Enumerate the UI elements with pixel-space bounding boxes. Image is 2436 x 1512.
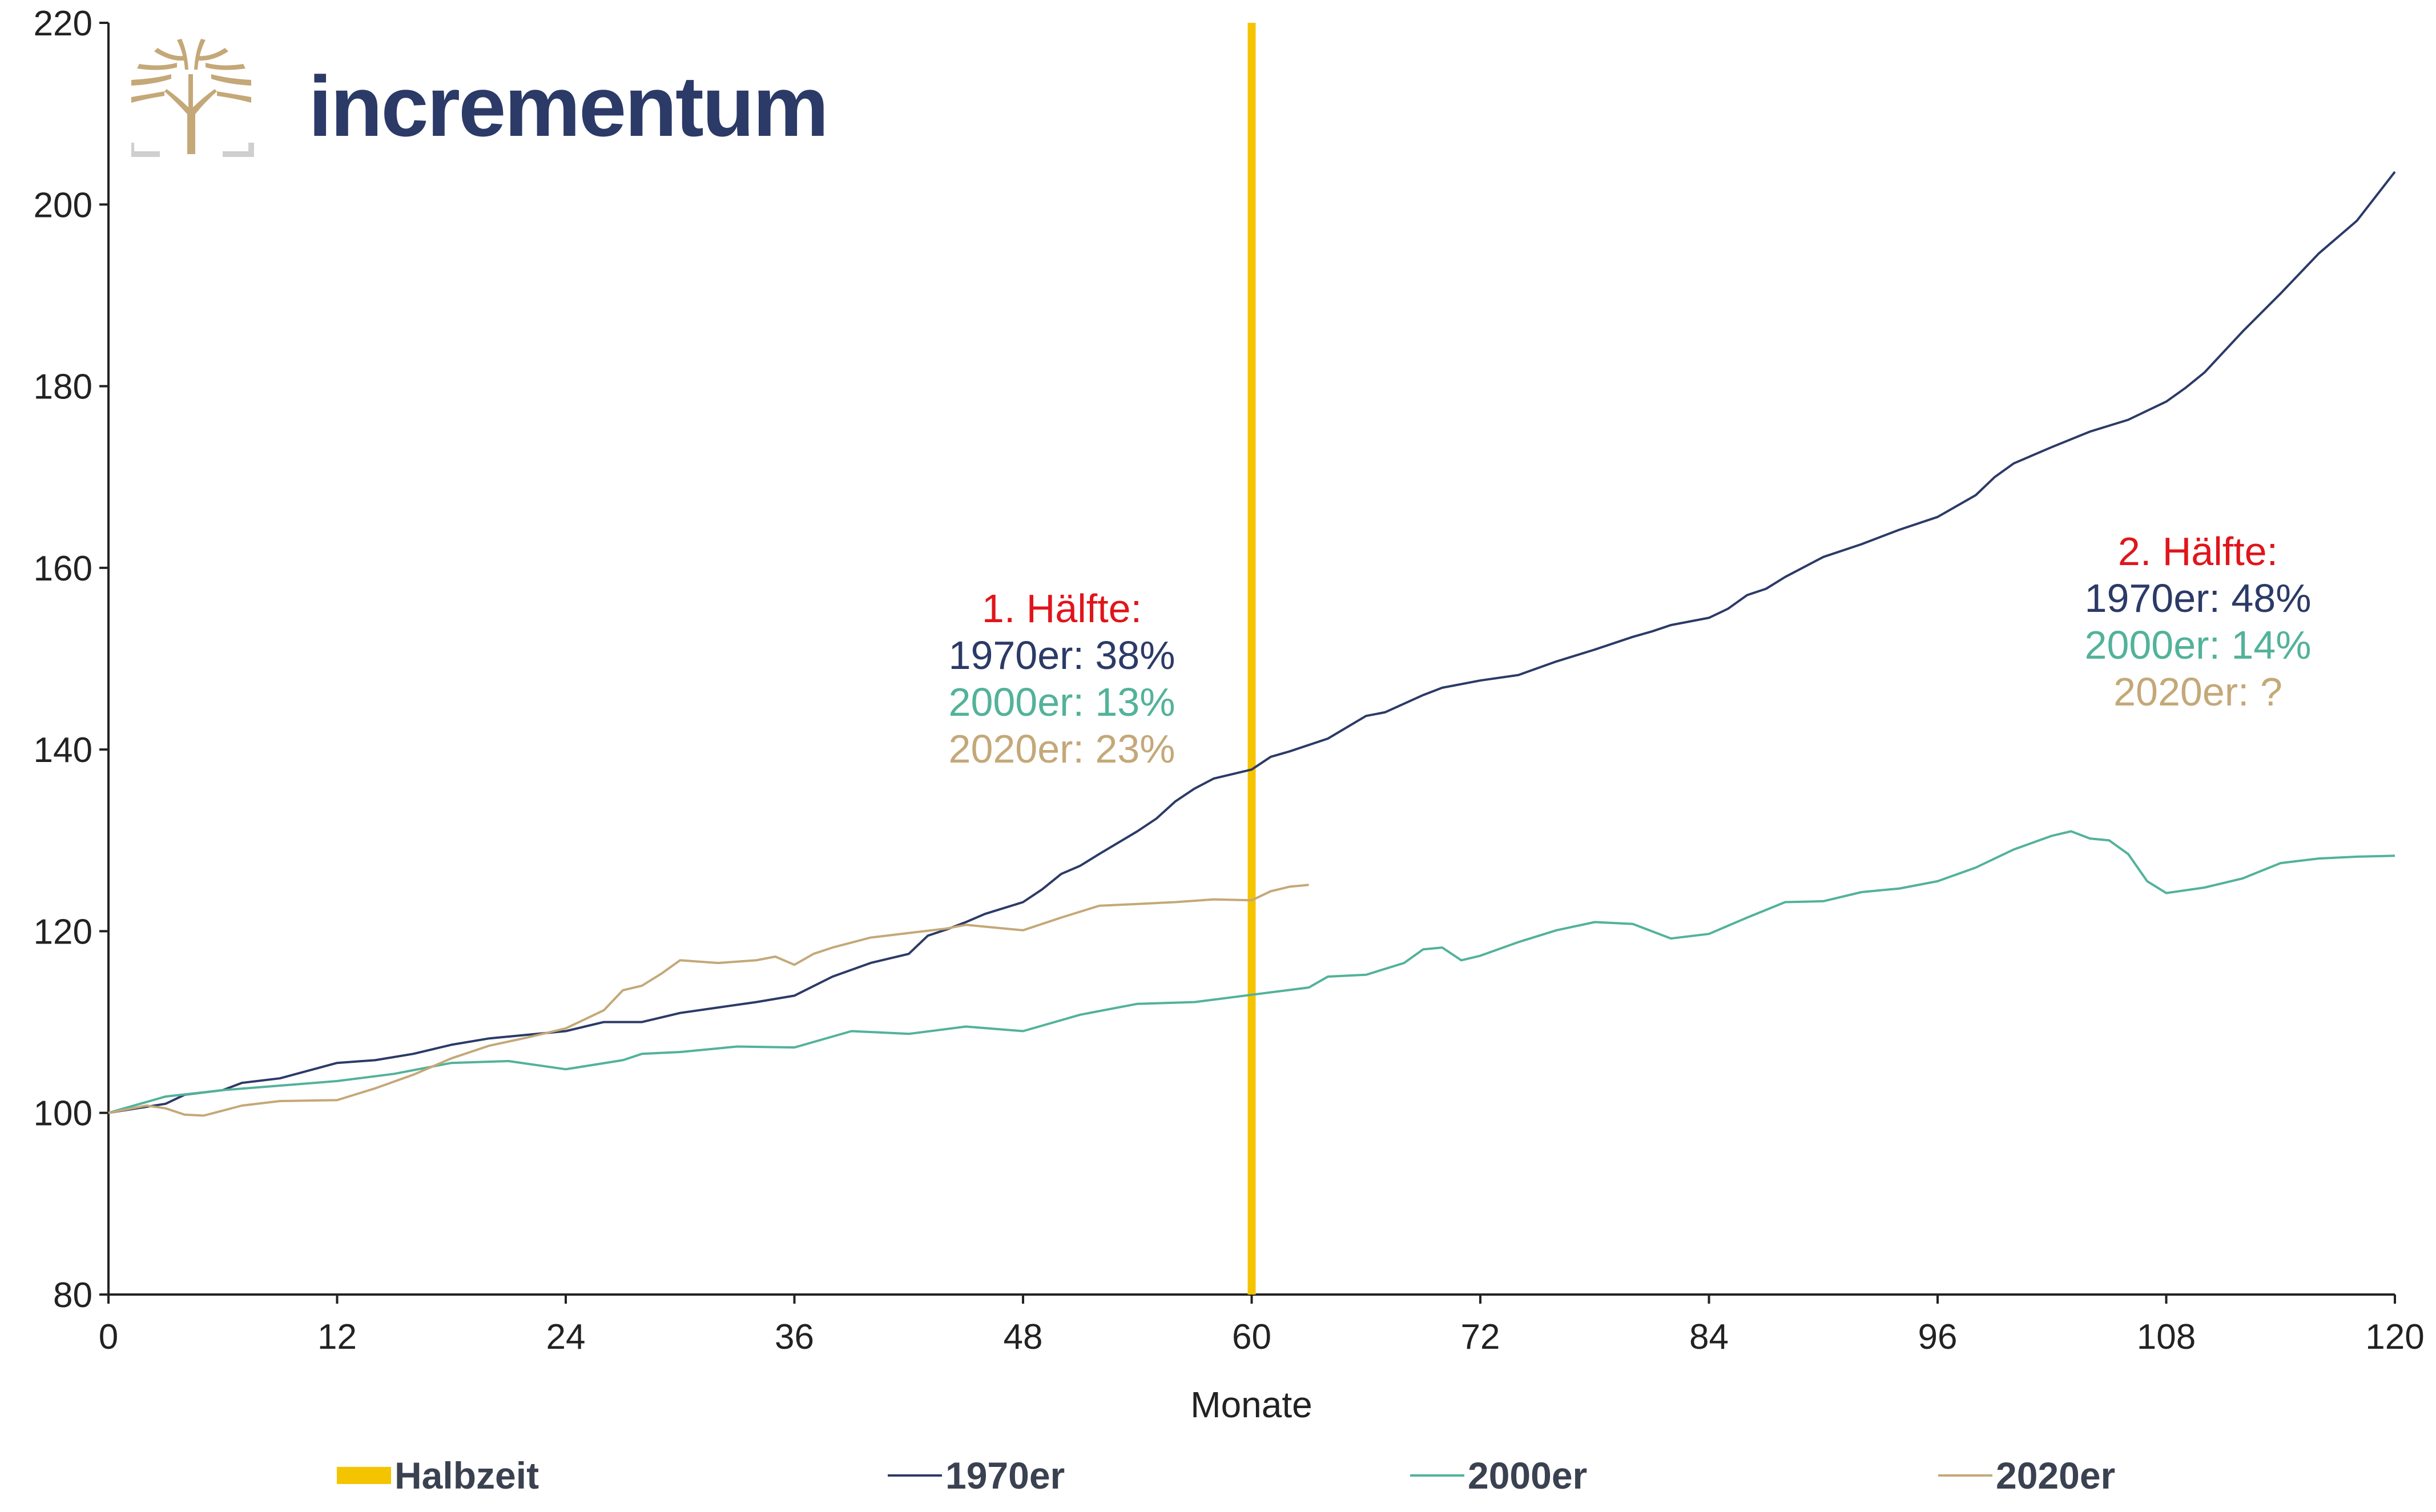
y-tick-label: 200 xyxy=(34,186,92,225)
y-tick-label: 220 xyxy=(34,4,92,43)
y-tick-label: 160 xyxy=(34,549,92,588)
x-tick-label: 12 xyxy=(317,1317,357,1357)
annotation-second-1970: 1970er: 48% xyxy=(2084,576,2312,620)
x-tick-label: 120 xyxy=(2365,1317,2424,1357)
legend-label-1970er: 1970er xyxy=(945,1454,1065,1497)
series-line-1970er xyxy=(108,171,2396,1114)
legend-item-2000er: 2000er xyxy=(1410,1447,1587,1504)
annotation-first-heading: 1. Hälfte: xyxy=(981,586,1142,631)
legend-swatch-halbzeit xyxy=(337,1467,391,1484)
x-tick-label: 48 xyxy=(1004,1317,1043,1357)
annotation-second-2000: 2000er: 14% xyxy=(2084,623,2312,667)
tree-logo-icon xyxy=(131,39,254,157)
legend-swatch-2020er xyxy=(1938,1474,1992,1477)
annotation-first-2000: 2000er: 13% xyxy=(948,680,1175,724)
brand-name: incrementum xyxy=(308,58,829,154)
x-tick-label: 36 xyxy=(775,1317,814,1357)
series-line-2000er xyxy=(108,830,2395,1114)
x-tick-label: 84 xyxy=(1689,1317,1729,1357)
legend-label-halbzeit: Halbzeit xyxy=(394,1454,539,1497)
legend-swatch-1970er xyxy=(888,1474,942,1477)
legend-item-2020er: 2020er xyxy=(1938,1447,2115,1504)
series-layer xyxy=(108,171,2396,1117)
annotation-first-2020: 2020er: 23% xyxy=(948,727,1175,771)
x-tick-label: 0 xyxy=(99,1317,118,1357)
annotation-second-half: 2. Hälfte: 1970er: 48% 2000er: 14% 2020e… xyxy=(2055,528,2341,715)
x-tick-label: 72 xyxy=(1461,1317,1500,1357)
x-tick-label: 96 xyxy=(1918,1317,1958,1357)
y-tick-label: 140 xyxy=(34,731,92,770)
annotation-second-2020: 2020er: ? xyxy=(2113,670,2282,714)
x-tick-label: 108 xyxy=(2137,1317,2196,1357)
x-tick-label: 60 xyxy=(1232,1317,1271,1357)
legend-item-1970er: 1970er xyxy=(888,1447,1065,1504)
x-ticks: 0 12 24 36 48 60 72 84 96 108 120 xyxy=(99,1295,2425,1357)
legend-label-2000er: 2000er xyxy=(1468,1454,1588,1497)
annotation-second-heading: 2. Hälfte: xyxy=(2117,529,2278,574)
x-axis-label: Monate xyxy=(1190,1384,1312,1425)
y-tick-label: 180 xyxy=(34,368,92,407)
y-tick-label: 80 xyxy=(53,1276,92,1315)
series-line-2020er xyxy=(108,884,1309,1117)
annotation-first-1970: 1970er: 38% xyxy=(948,633,1175,678)
legend-label-2020er: 2020er xyxy=(1996,1454,2116,1497)
incrementum-logo: incrementum xyxy=(131,34,873,166)
y-ticks: 80 100 120 140 160 180 200 220 xyxy=(34,4,108,1315)
x-tick-label: 24 xyxy=(546,1317,586,1357)
legend-swatch-2000er xyxy=(1410,1474,1464,1477)
chart-legend: Halbzeit 1970er 2000er 2020er xyxy=(0,1447,2436,1504)
y-tick-label: 100 xyxy=(34,1094,92,1134)
legend-item-halbzeit: Halbzeit xyxy=(337,1447,539,1504)
annotation-first-half: 1. Hälfte: 1970er: 38% 2000er: 13% 2020e… xyxy=(919,585,1205,772)
y-tick-label: 120 xyxy=(34,912,92,951)
